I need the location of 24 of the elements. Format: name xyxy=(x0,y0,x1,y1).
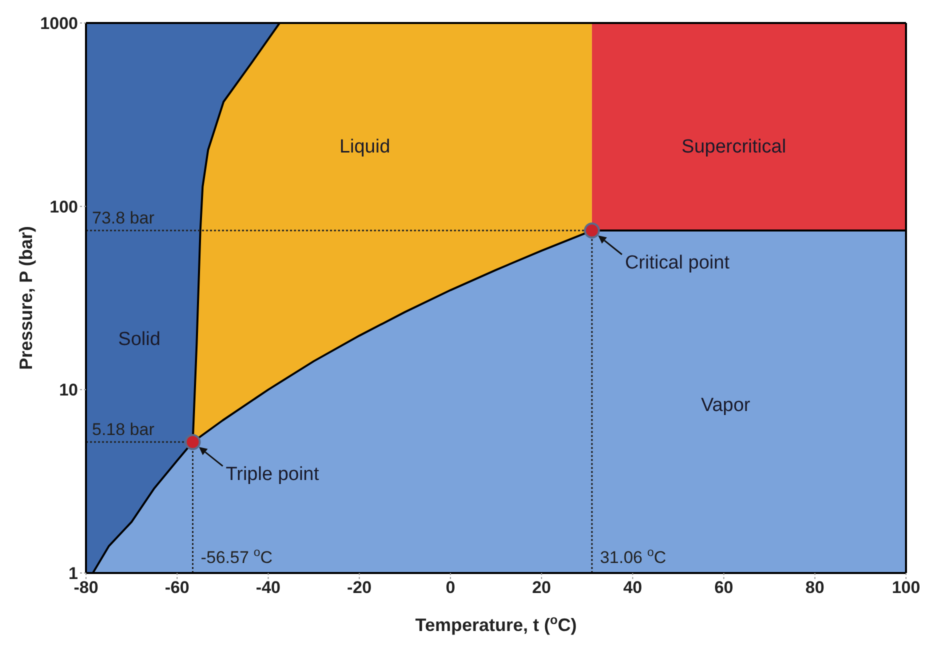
x-tick-label: 20 xyxy=(532,578,552,598)
x-tick-label: -20 xyxy=(347,578,372,598)
y-axis-title: Pressure, P (bar) xyxy=(16,226,36,370)
ref-line-label: -56.57 $^{o}$C xyxy=(200,545,273,567)
annotation: Triple point xyxy=(226,464,320,486)
ref-line-label: 31.06 $^{o}$C xyxy=(600,545,666,567)
x-tick-label: -40 xyxy=(256,578,281,598)
x-axis-title: Temperature, t ($^{o}$C) xyxy=(415,613,577,635)
y-tick-label: 1000 xyxy=(40,14,78,34)
series-label: Supercritical xyxy=(682,136,786,158)
x-tick-label: 0 xyxy=(446,578,456,598)
ref-line-label: 73.8 bar xyxy=(92,208,155,228)
series-label: Vapor xyxy=(700,394,751,416)
x-tick-label: 80 xyxy=(805,578,824,598)
series-label: Liquid xyxy=(339,136,390,158)
x-tick-label: 60 xyxy=(714,578,734,598)
x-tick-label: 40 xyxy=(623,578,642,598)
series-label: Solid xyxy=(118,328,160,350)
x-tick-label: -60 xyxy=(164,578,190,598)
annotation: Critical point xyxy=(624,252,730,274)
y-tick-label: 100 xyxy=(50,197,78,216)
ref-line-label: 5.18 bar xyxy=(92,420,155,440)
y-tick-label: 10 xyxy=(59,380,78,400)
x-tick-label: 100 xyxy=(892,578,920,598)
